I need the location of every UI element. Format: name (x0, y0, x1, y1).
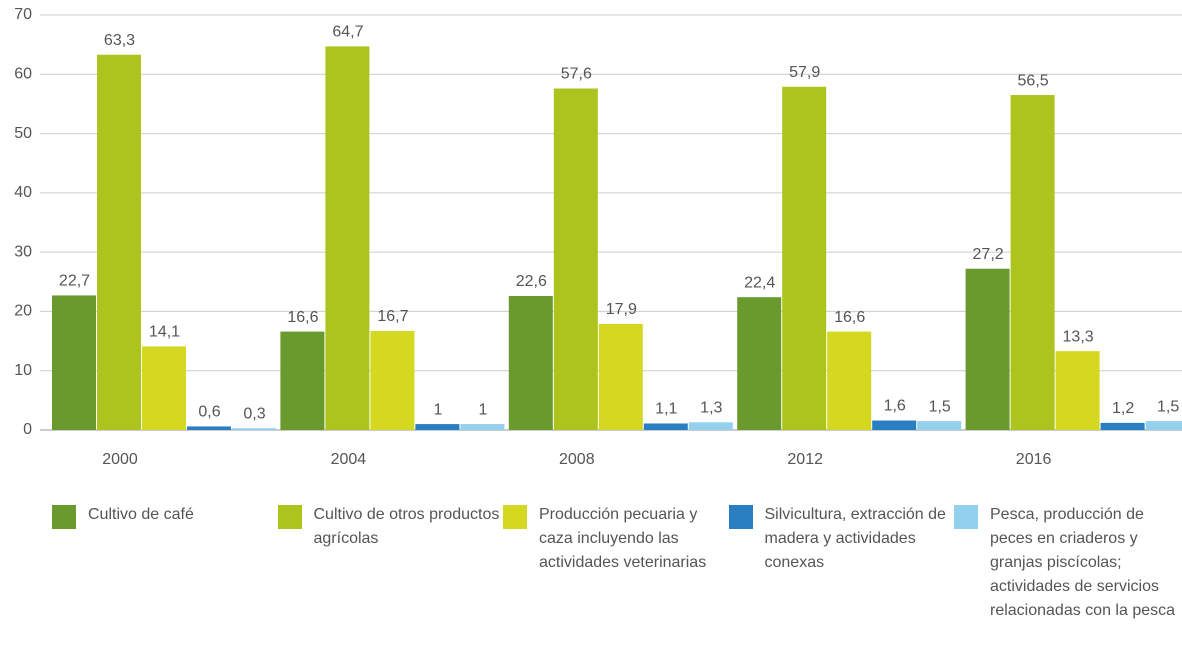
bar (553, 88, 598, 430)
legend-label: Producción pecuaria y caza incluyendo la… (539, 506, 707, 571)
legend-label: Cultivo de otros productos agrícolas (313, 506, 500, 547)
bar (142, 346, 186, 430)
legend-swatch (503, 505, 527, 529)
legend: Cultivo de café Cultivo de otros producto… (0, 503, 1182, 658)
legend-label: Silvicultura, extracción de madera y act… (764, 506, 946, 571)
y-tick-label: 60 (14, 66, 32, 83)
bar (1010, 95, 1055, 431)
bar (872, 420, 917, 430)
y-tick-label: 40 (14, 184, 32, 201)
bar (965, 268, 1010, 430)
legend-label: Cultivo de café (88, 506, 194, 523)
bar (187, 426, 231, 430)
y-tick-label: 10 (14, 362, 32, 379)
y-tick-label: 70 (14, 6, 32, 23)
value-label: 1,5 (929, 398, 951, 415)
bar (97, 54, 141, 430)
bar (232, 428, 276, 430)
x-tick-label: 2016 (1016, 451, 1052, 468)
value-label: 1 (433, 401, 442, 418)
chart: 0 10 20 30 40 50 60 70 2000 22,7 63,3 14,1 0,6 0,3 200… (14, 6, 1182, 468)
x-tick-label: 2008 (559, 451, 595, 468)
bar (1145, 421, 1182, 430)
legend-item: Producción pecuaria y caza incluyendo la… (503, 503, 725, 575)
legend-swatch (52, 505, 76, 529)
bar (917, 421, 962, 430)
value-label: 22,4 (744, 274, 775, 291)
value-label: 1,6 (884, 398, 906, 415)
bar (827, 331, 872, 430)
x-tick-label: 2000 (102, 451, 138, 468)
legend-swatch (728, 505, 753, 529)
legend-label: Pesca, producción de peces en criaderos … (990, 506, 1176, 619)
value-label: 16,6 (287, 309, 318, 326)
value-label: 13,3 (1063, 328, 1094, 345)
bar (325, 46, 370, 431)
legend-swatch (954, 505, 978, 529)
legend-item: Cultivo de café (52, 503, 274, 529)
value-label: 56,5 (1018, 72, 1049, 89)
bar (415, 424, 460, 430)
value-label: 1,1 (655, 401, 677, 418)
value-label: 1,5 (1157, 398, 1179, 415)
value-label: 16,6 (834, 309, 865, 326)
value-label: 0,6 (198, 404, 220, 421)
legend-item: Pesca, producción de peces en criaderos … (954, 503, 1176, 623)
bar (1055, 351, 1100, 430)
bar (598, 323, 643, 430)
legend-item: Silvicultura, extracción de madera y act… (728, 503, 951, 575)
value-label: 1,2 (1112, 400, 1134, 417)
bar (737, 297, 782, 430)
legend-swatch (277, 505, 302, 529)
y-tick-label: 0 (23, 421, 32, 438)
bar (280, 331, 325, 430)
value-label: 57,9 (789, 64, 820, 81)
value-label: 22,7 (59, 273, 90, 290)
value-label: 17,9 (606, 301, 637, 318)
bar (688, 422, 733, 430)
value-label: 1,3 (700, 400, 722, 417)
bar (370, 330, 415, 430)
value-label: 14,1 (149, 324, 180, 341)
bar (460, 424, 505, 430)
value-label: 22,6 (516, 273, 547, 290)
value-label: 1 (478, 401, 487, 418)
value-label: 63,3 (104, 32, 135, 49)
bar (782, 86, 827, 430)
value-label: 27,2 (973, 246, 1004, 263)
value-label: 0,3 (243, 405, 265, 422)
x-tick-label: 2012 (787, 451, 823, 468)
bar (643, 423, 688, 430)
legend-item: Cultivo de otros productos agrícolas (277, 503, 500, 551)
value-label: 64,7 (332, 24, 363, 41)
value-label: 16,7 (377, 308, 408, 325)
bar (1100, 422, 1145, 430)
y-tick-label: 20 (14, 303, 32, 320)
y-tick-label: 30 (14, 243, 32, 260)
bar (52, 295, 96, 430)
x-tick-label: 2004 (331, 451, 367, 468)
y-tick-label: 50 (14, 125, 32, 142)
value-label: 57,6 (561, 66, 592, 83)
bar (508, 296, 553, 430)
